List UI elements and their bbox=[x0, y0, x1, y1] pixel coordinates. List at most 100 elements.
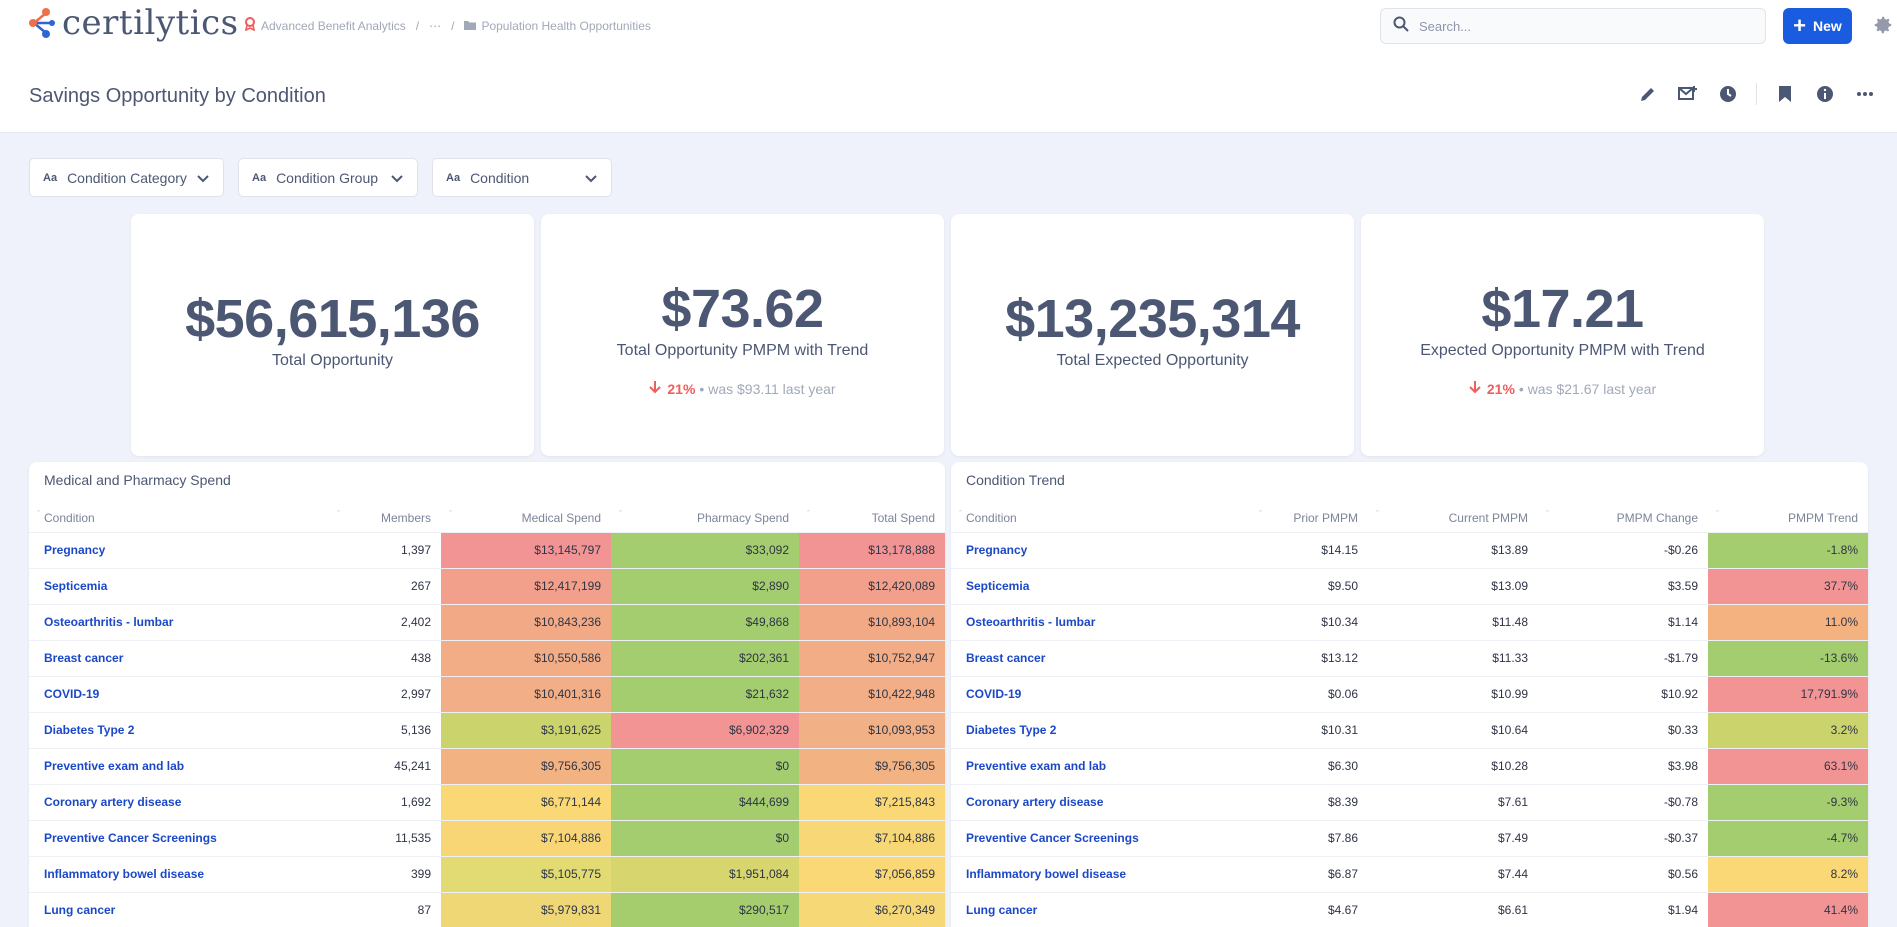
table-cell: $21,632 bbox=[611, 675, 799, 712]
subscribe-icon[interactable] bbox=[1668, 80, 1708, 108]
condition-link[interactable]: Coronary artery disease bbox=[29, 783, 329, 820]
condition-link[interactable]: Breast cancer bbox=[29, 639, 329, 676]
gear-icon[interactable] bbox=[1872, 14, 1894, 41]
table-row: Coronary artery disease 1,692 $6,771,144 $4… bbox=[29, 783, 945, 820]
table-cell: $9.50 bbox=[1251, 567, 1368, 604]
table-cell: 63.1% bbox=[1708, 747, 1868, 784]
table-cell: 438 bbox=[329, 639, 441, 676]
filter-condition[interactable]: Aa Condition bbox=[432, 158, 612, 197]
table-cell: $0 bbox=[611, 747, 799, 784]
condition-link[interactable]: Diabetes Type 2 bbox=[951, 711, 1251, 748]
table-row: Preventive Cancer Screenings 11,535 $7,104… bbox=[29, 819, 945, 856]
sort-icon: ˆ bbox=[619, 509, 622, 519]
column-header[interactable]: ˆ Total Spend bbox=[799, 504, 945, 532]
table-row: Breast cancer $13.12 $11.33 -$1.79 -13.6% bbox=[951, 639, 1868, 676]
new-button-label: New bbox=[1813, 18, 1842, 34]
table-cell: 1,692 bbox=[329, 783, 441, 820]
condition-link[interactable]: Preventive Cancer Screenings bbox=[951, 819, 1251, 856]
plus-icon: + bbox=[1793, 13, 1807, 38]
column-header-label: PMPM Change bbox=[1616, 510, 1698, 525]
table-cell: 399 bbox=[329, 855, 441, 892]
condition-link[interactable]: Osteoarthritis - lumbar bbox=[951, 603, 1251, 640]
history-icon[interactable] bbox=[1708, 80, 1748, 108]
condition-link[interactable]: Preventive exam and lab bbox=[951, 747, 1251, 784]
table-cell: 17,791.9% bbox=[1708, 675, 1868, 712]
kpi-total-expected-opportunity[interactable]: $13,235,314 Total Expected Opportunity bbox=[951, 214, 1354, 456]
table-cell: $7,056,859 bbox=[799, 855, 945, 892]
breadcrumb-collection[interactable]: Advanced Benefit Analytics bbox=[261, 18, 406, 33]
condition-link[interactable]: COVID-19 bbox=[29, 675, 329, 712]
column-header-label: Medical Spend bbox=[521, 510, 601, 525]
column-header[interactable]: Condition ˆ bbox=[951, 504, 1251, 532]
column-header[interactable]: ˆ Prior PMPM bbox=[1251, 504, 1368, 532]
new-button[interactable]: + New bbox=[1783, 8, 1852, 44]
table-row: Inflammatory bowel disease $6.87 $7.44 $0.5… bbox=[951, 855, 1868, 892]
table-cell: $6,771,144 bbox=[441, 783, 611, 820]
arrow-down-icon bbox=[1469, 380, 1481, 397]
kpi-total-opportunity[interactable]: $56,615,136 Total Opportunity bbox=[131, 214, 534, 456]
condition-link[interactable]: Preventive Cancer Screenings bbox=[29, 819, 329, 856]
kpi-value: $17.21 bbox=[1481, 279, 1644, 339]
column-header[interactable]: ˆ Medical Spend bbox=[441, 504, 611, 532]
condition-link[interactable]: Pregnancy bbox=[951, 531, 1251, 568]
table-cell: $9,756,305 bbox=[799, 747, 945, 784]
table-cell: 11,535 bbox=[329, 819, 441, 856]
condition-link[interactable]: Pregnancy bbox=[29, 531, 329, 568]
table-cell: -$1.79 bbox=[1538, 639, 1708, 676]
logo[interactable]: certilytics bbox=[26, 3, 239, 43]
condition-link[interactable]: COVID-19 bbox=[951, 675, 1251, 712]
logo-text: certilytics bbox=[62, 3, 239, 43]
search-icon bbox=[1393, 16, 1409, 37]
info-icon[interactable] bbox=[1805, 80, 1845, 108]
arrow-down-icon bbox=[649, 380, 662, 397]
table-cell: $7.61 bbox=[1368, 783, 1538, 820]
search-box[interactable] bbox=[1380, 8, 1766, 44]
trend-table: Condition ˆ ˆ Prior PMPM ˆ Current PMPM ˆ PMPM … bbox=[951, 504, 1868, 927]
condition-link[interactable]: Breast cancer bbox=[951, 639, 1251, 676]
more-icon[interactable] bbox=[1845, 80, 1885, 108]
table-row: Preventive exam and lab 45,241 $9,756,305 $… bbox=[29, 747, 945, 784]
column-header[interactable]: ˆ PMPM Trend bbox=[1708, 504, 1868, 532]
table-cell: $10,843,236 bbox=[441, 603, 611, 640]
table-cell: 8.2% bbox=[1708, 855, 1868, 892]
sort-icon: ˆ bbox=[449, 509, 452, 519]
condition-link[interactable]: Septicemia bbox=[951, 567, 1251, 604]
condition-link[interactable]: Preventive exam and lab bbox=[29, 747, 329, 784]
header-actions bbox=[1628, 80, 1885, 108]
table-cell: $5,105,775 bbox=[441, 855, 611, 892]
kpi-value: $73.62 bbox=[661, 279, 824, 339]
text-type-icon: Aa bbox=[43, 171, 58, 184]
kpi-total-opportunity-pmpm[interactable]: $73.62 Total Opportunity PMPM with Trend… bbox=[541, 214, 944, 456]
column-header[interactable]: ˆ Current PMPM bbox=[1368, 504, 1538, 532]
pencil-icon[interactable] bbox=[1628, 80, 1668, 108]
search-input[interactable] bbox=[1419, 18, 1739, 34]
breadcrumb-more[interactable]: ⋯ bbox=[429, 18, 442, 33]
kpi-label: Total Expected Opportunity bbox=[1056, 352, 1249, 369]
condition-link[interactable]: Lung cancer bbox=[951, 891, 1251, 927]
condition-link[interactable]: Inflammatory bowel disease bbox=[29, 855, 329, 892]
breadcrumb-folder[interactable]: Population Health Opportunities bbox=[481, 18, 651, 33]
table-cell: $0.56 bbox=[1538, 855, 1708, 892]
filter-condition-group[interactable]: Aa Condition Group bbox=[238, 158, 418, 197]
condition-link[interactable]: Diabetes Type 2 bbox=[29, 711, 329, 748]
dashboard-header: Savings Opportunity by Condition bbox=[0, 52, 1897, 133]
filter-condition-category[interactable]: Aa Condition Category bbox=[29, 158, 224, 197]
kpi-expected-opportunity-pmpm[interactable]: $17.21 Expected Opportunity PMPM with Tr… bbox=[1361, 214, 1764, 456]
condition-link[interactable]: Coronary artery disease bbox=[951, 783, 1251, 820]
column-header[interactable]: ˆ PMPM Change bbox=[1538, 504, 1708, 532]
table-cell: 11.0% bbox=[1708, 603, 1868, 640]
condition-link[interactable]: Lung cancer bbox=[29, 891, 329, 927]
table-cell: $444,699 bbox=[611, 783, 799, 820]
column-header[interactable]: ˆ Members bbox=[329, 504, 441, 532]
column-header[interactable]: ˆ Pharmacy Spend bbox=[611, 504, 799, 532]
table-row: Inflammatory bowel disease 399 $5,105,775 $… bbox=[29, 855, 945, 892]
table-cell: $4.67 bbox=[1251, 891, 1368, 927]
table-row: Coronary artery disease $8.39 $7.61 -$0.78-… bbox=[951, 783, 1868, 820]
column-header[interactable]: Condition ˆ bbox=[29, 504, 329, 532]
condition-link[interactable]: Inflammatory bowel disease bbox=[951, 855, 1251, 892]
table-row: Lung cancer $4.67 $6.61 $1.94 41.4% bbox=[951, 891, 1868, 927]
condition-link[interactable]: Septicemia bbox=[29, 567, 329, 604]
bookmark-icon[interactable] bbox=[1765, 80, 1805, 108]
condition-link[interactable]: Osteoarthritis - lumbar bbox=[29, 603, 329, 640]
kpi-change: 21% bbox=[667, 380, 696, 397]
